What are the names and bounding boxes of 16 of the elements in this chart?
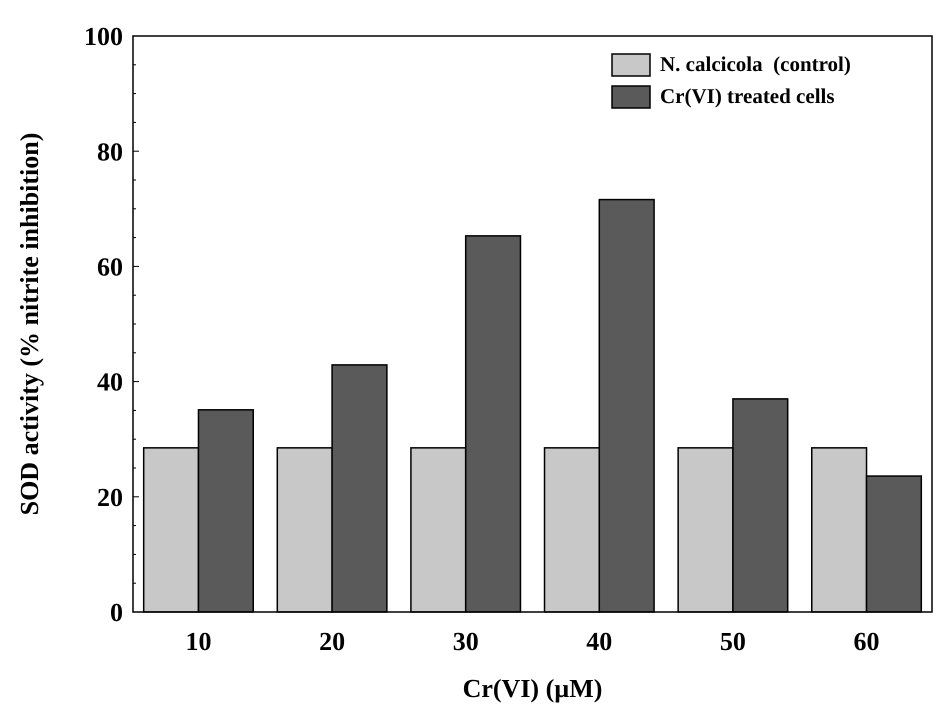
y-tick-label: 80 bbox=[97, 137, 123, 166]
x-tick-label: 50 bbox=[720, 627, 746, 656]
x-tick-label: 40 bbox=[586, 627, 612, 656]
legend-label: Cr(VI) treated cells bbox=[660, 84, 835, 108]
x-tick-label: 20 bbox=[319, 627, 346, 656]
legend-label: N. calcicola (control) bbox=[660, 52, 851, 76]
x-tick-label: 30 bbox=[452, 627, 479, 656]
y-tick-label: 60 bbox=[97, 252, 123, 282]
x-axis-title: Cr(VI) (µM) bbox=[462, 674, 602, 703]
y-tick-label: 20 bbox=[97, 482, 123, 512]
x-tick-label: 60 bbox=[854, 627, 880, 656]
y-tick-label: 100 bbox=[84, 22, 123, 52]
y-axis-title: SOD activity (% nitrite inhibition) bbox=[15, 132, 44, 516]
x-tick-label: 10 bbox=[185, 627, 212, 656]
y-tick-label: 0 bbox=[110, 598, 123, 628]
y-tick-label: 40 bbox=[97, 368, 123, 397]
